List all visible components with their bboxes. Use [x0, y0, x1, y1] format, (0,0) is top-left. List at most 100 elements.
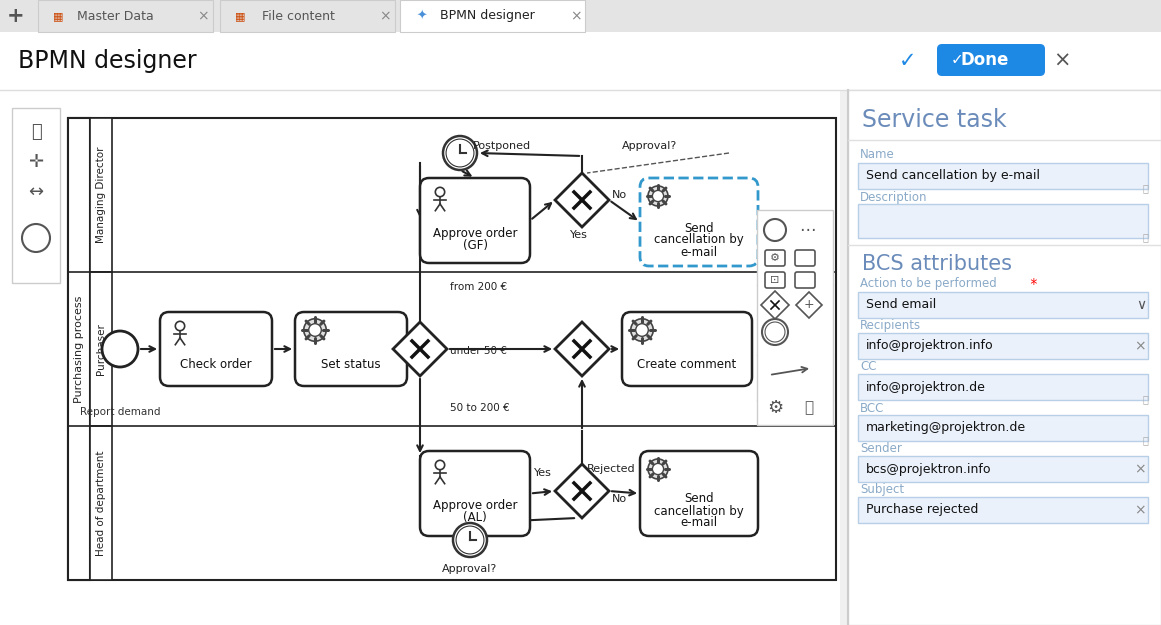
Text: Send: Send [684, 492, 714, 506]
Bar [858, 374, 1148, 400]
Bar [858, 333, 1148, 359]
Text: ⤡: ⤡ [1142, 183, 1148, 193]
Text: ⚙: ⚙ [767, 399, 783, 417]
Text: ⤡: ⤡ [1142, 394, 1148, 404]
Circle shape [435, 188, 445, 197]
Circle shape [102, 331, 138, 367]
Text: ⤡: ⤡ [1142, 232, 1148, 242]
Text: ↔: ↔ [28, 183, 44, 201]
Text: e-mail: e-mail [680, 516, 717, 529]
Text: Approve order: Approve order [433, 499, 518, 512]
Circle shape [444, 136, 477, 170]
Text: Set status: Set status [322, 357, 381, 371]
Text: Send: Send [684, 221, 714, 234]
Text: under 50 €: under 50 € [450, 346, 507, 356]
Text: Subject: Subject [860, 484, 904, 496]
FancyBboxPatch shape [640, 451, 758, 536]
Circle shape [453, 523, 486, 557]
Bar [858, 292, 1148, 318]
Polygon shape [555, 173, 610, 227]
Text: Check order: Check order [180, 357, 252, 371]
Bar [219, 0, 395, 32]
Text: ⤡: ⤡ [1142, 435, 1148, 445]
Bar [401, 0, 585, 32]
Polygon shape [760, 291, 789, 319]
Text: (GF): (GF) [462, 239, 488, 251]
Text: ⚙: ⚙ [770, 253, 780, 263]
Text: marketing@projektron.de: marketing@projektron.de [866, 421, 1026, 434]
Text: Purchaser: Purchaser [96, 323, 106, 375]
Bar [12, 108, 60, 283]
Bar [91, 272, 111, 426]
Text: Head of department: Head of department [96, 450, 106, 556]
Text: Send cancellation by e-mail: Send cancellation by e-mail [866, 169, 1040, 182]
Text: Rejected: Rejected [587, 464, 635, 474]
Text: ×: × [380, 9, 391, 23]
Bar [858, 497, 1148, 523]
FancyBboxPatch shape [640, 178, 758, 266]
Text: Purchasing process: Purchasing process [74, 295, 84, 402]
Text: (AL): (AL) [463, 511, 486, 524]
FancyBboxPatch shape [937, 44, 1045, 76]
Text: Approval?: Approval? [622, 141, 677, 151]
Text: ✓: ✓ [900, 51, 917, 71]
Text: Postponed: Postponed [473, 141, 531, 151]
Polygon shape [555, 322, 610, 376]
Text: ×: × [1134, 339, 1146, 353]
Circle shape [652, 463, 664, 474]
Circle shape [446, 139, 474, 167]
Text: Description: Description [860, 191, 928, 204]
Text: ▦: ▦ [52, 11, 63, 21]
Bar [757, 210, 832, 425]
Text: Yes: Yes [570, 230, 587, 240]
Text: ✦: ✦ [417, 9, 427, 22]
Text: Approve order: Approve order [433, 226, 518, 239]
Text: CC: CC [860, 361, 877, 374]
Bar [848, 90, 1161, 625]
Bar [68, 118, 836, 580]
Bar [858, 456, 1148, 482]
Bar [0, 90, 841, 625]
Text: Send email: Send email [866, 299, 936, 311]
Text: ✓: ✓ [951, 52, 964, 68]
Bar [0, 0, 1161, 32]
Text: *: * [1026, 277, 1038, 291]
Text: Report demand: Report demand [80, 407, 160, 417]
Polygon shape [555, 464, 610, 518]
Bar [91, 426, 111, 580]
Text: ⋯: ⋯ [799, 221, 815, 239]
Text: ×: × [197, 9, 209, 23]
Text: ×: × [570, 9, 582, 23]
Circle shape [435, 461, 445, 469]
Text: 🗑: 🗑 [805, 401, 814, 416]
FancyBboxPatch shape [795, 272, 815, 288]
Text: Managing Director: Managing Director [96, 147, 106, 243]
Text: Done: Done [961, 51, 1009, 69]
Text: Yes: Yes [534, 468, 551, 478]
Circle shape [652, 191, 664, 202]
Text: cancellation by: cancellation by [654, 504, 744, 518]
Circle shape [648, 459, 668, 479]
FancyBboxPatch shape [765, 272, 785, 288]
FancyBboxPatch shape [160, 312, 272, 386]
Text: Purchase rejected: Purchase rejected [866, 504, 979, 516]
Text: ×: × [1134, 503, 1146, 517]
Circle shape [630, 319, 654, 341]
FancyBboxPatch shape [420, 178, 531, 263]
Text: Recipients: Recipients [860, 319, 921, 332]
Text: File content: File content [261, 9, 334, 22]
Text: Sender: Sender [860, 442, 902, 456]
Circle shape [456, 526, 484, 554]
Text: BCS attributes: BCS attributes [861, 254, 1012, 274]
FancyBboxPatch shape [295, 312, 408, 386]
Text: Approval?: Approval? [442, 564, 498, 574]
Text: BPMN designer: BPMN designer [440, 9, 534, 22]
Text: No: No [612, 190, 627, 200]
Text: bcs@projektron.info: bcs@projektron.info [866, 462, 991, 476]
Circle shape [648, 186, 668, 206]
Bar [858, 415, 1148, 441]
Circle shape [175, 321, 185, 331]
Text: info@projektron.de: info@projektron.de [866, 381, 986, 394]
Bar [38, 0, 212, 32]
Text: Name: Name [860, 149, 895, 161]
